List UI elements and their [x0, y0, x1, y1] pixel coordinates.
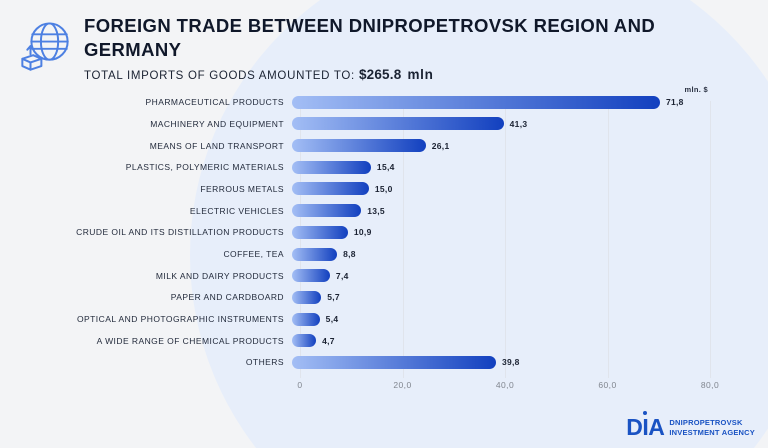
- bar: [292, 117, 504, 131]
- bar-row: PHARMACEUTICAL PRODUCTS 71,8: [0, 91, 768, 113]
- bar-track: 26,1: [292, 139, 702, 153]
- bar-value: 7,4: [335, 270, 349, 281]
- bar-track: 15,4: [292, 160, 702, 174]
- dia-i-dot: [643, 411, 648, 415]
- bar-label: FERROUS METALS: [200, 183, 284, 194]
- bar-label: A WIDE RANGE OF CHEMICAL PRODUCTS: [96, 335, 284, 346]
- agency-name-line1: DNIPROPETROVSK: [669, 418, 743, 428]
- bar-label: PHARMACEUTICAL PRODUCTS: [145, 97, 284, 108]
- bar-value: 71,8: [665, 97, 684, 108]
- bar-label: MACHINERY AND EQUIPMENT: [150, 118, 284, 129]
- bar: [292, 334, 317, 348]
- bar-label: OTHERS: [245, 357, 284, 368]
- bar-label: COFFEE, TEA: [223, 249, 284, 259]
- x-tick-label: 0: [297, 380, 303, 391]
- dia-letter-d: D: [626, 414, 643, 440]
- x-tick-label: 80,0: [700, 380, 720, 391]
- background-circle-decoration: [190, 0, 768, 448]
- total-imports-value: $265.8: [358, 67, 402, 83]
- bar-track: 41,3: [292, 117, 702, 131]
- gridlines: [300, 101, 711, 379]
- bar-row: MILK AND DAIRY PRODUCTS 7,4: [0, 265, 768, 287]
- bar-row: CRUDE OIL AND ITS DISTILLATION PRODUCTS …: [0, 221, 768, 243]
- bar-track: 4,7: [292, 334, 702, 348]
- dia-letter-i: I: [642, 411, 649, 439]
- gridline: [607, 101, 609, 379]
- bar-value: 4,7: [322, 335, 335, 346]
- page-title: FOREIGN TRADE BETWEEN DNIPROPETROVSK REG…: [84, 15, 656, 60]
- bar-track: 15,0: [292, 182, 702, 196]
- bar-chart: mln. $ PHARMACEUTICAL PRODUCTS 71,8 MACH…: [0, 85, 768, 396]
- globe-export-icon: [16, 18, 74, 76]
- bar-track: 5,7: [292, 290, 702, 304]
- bar-value: 26,1: [431, 140, 450, 151]
- subtitle-prefix: TOTAL IMPORTS OF GOODS AMOUNTED TO:: [84, 70, 355, 83]
- bar: [292, 312, 320, 326]
- subtitle: TOTAL IMPORTS OF GOODS AMOUNTED TO: $265.…: [84, 67, 684, 82]
- bar-label: PLASTICS, POLYMERIC MATERIALS: [125, 162, 284, 173]
- bar-value: 41,3: [509, 118, 528, 129]
- bar: [292, 204, 362, 218]
- bar: [292, 355, 496, 369]
- bar-track: 39,8: [292, 355, 702, 369]
- x-axis: 0 20,0 40,0 60,0 80,0: [297, 380, 718, 396]
- bar-track: 13,5: [292, 204, 702, 218]
- bar: [292, 95, 660, 109]
- bar-track: 7,4: [292, 269, 702, 283]
- x-tick-label: 20,0: [393, 380, 412, 391]
- bar: [292, 247, 338, 261]
- bar-value: 13,5: [367, 205, 385, 216]
- bar-label: MILK AND DAIRY PRODUCTS: [155, 270, 284, 281]
- x-tick-label: 40,0: [495, 380, 515, 391]
- agency-name: DNIPROPETROVSK INVESTMENT AGENCY: [669, 418, 755, 437]
- bar: [292, 182, 369, 196]
- bar: [292, 269, 330, 283]
- bar: [292, 160, 371, 174]
- gridline: [402, 101, 404, 379]
- bar-value: 15,0: [374, 183, 393, 194]
- bar-row: PAPER AND CARDBOARD 5,7: [0, 287, 768, 309]
- bar-row: MEANS OF LAND TRANSPORT 26,1: [0, 135, 768, 157]
- bar-row: ELECTRIC VEHICLES 13,5: [0, 200, 768, 222]
- header: FOREIGN TRADE BETWEEN DNIPROPETROVSK REG…: [0, 0, 768, 82]
- bar-label: MEANS OF LAND TRANSPORT: [149, 140, 284, 151]
- bar-row: PLASTICS, POLYMERIC MATERIALS 15,4: [0, 156, 768, 178]
- bar-value: 5,7: [327, 292, 340, 303]
- bar-label: CRUDE OIL AND ITS DISTILLATION PRODUCTS: [76, 227, 284, 238]
- bar-label: PAPER AND CARDBOARD: [170, 292, 284, 303]
- bar-rows: PHARMACEUTICAL PRODUCTS 71,8 MACHINERY A…: [0, 91, 768, 373]
- bar-row: A WIDE RANGE OF CHEMICAL PRODUCTS 4,7: [0, 330, 768, 352]
- bar-value: 10,9: [353, 227, 372, 238]
- bar-value: 39,8: [501, 357, 520, 368]
- gridline: [300, 101, 301, 379]
- bar-row: MACHINERY AND EQUIPMENT 41,3: [0, 113, 768, 135]
- dia-letter-a: A: [648, 414, 665, 440]
- total-imports-unit: mln: [407, 67, 434, 83]
- bar: [292, 225, 348, 239]
- bar-value: 8,8: [343, 249, 356, 259]
- bar-label: ELECTRIC VEHICLES: [189, 205, 284, 216]
- bar-value: 15,4: [376, 162, 395, 173]
- axis-unit-label: mln. $: [684, 85, 708, 95]
- bar-value: 5,4: [325, 314, 339, 325]
- bar-track: 71,8: [292, 95, 702, 109]
- bar-track: 10,9: [292, 225, 702, 239]
- agency-name-line2: INVESTMENT AGENCY: [669, 427, 755, 437]
- gridline: [505, 101, 506, 379]
- bar-row: OPTICAL AND PHOTOGRAPHIC INSTRUMENTS 5,4: [0, 308, 768, 330]
- bar-label: OPTICAL AND PHOTOGRAPHIC INSTRUMENTS: [76, 314, 284, 325]
- bar-track: 5,4: [292, 312, 702, 326]
- bar-row: FERROUS METALS 15,0: [0, 178, 768, 200]
- x-tick-label: 60,0: [598, 380, 617, 391]
- bar: [292, 139, 426, 153]
- bar: [292, 290, 322, 304]
- bar-row: OTHERS 39,8: [0, 352, 768, 374]
- bar-row: COFFEE, TEA 8,8: [0, 243, 768, 265]
- header-text: FOREIGN TRADE BETWEEN DNIPROPETROVSK REG…: [84, 14, 684, 82]
- bar-track: 8,8: [292, 247, 702, 261]
- gridline: [710, 101, 711, 379]
